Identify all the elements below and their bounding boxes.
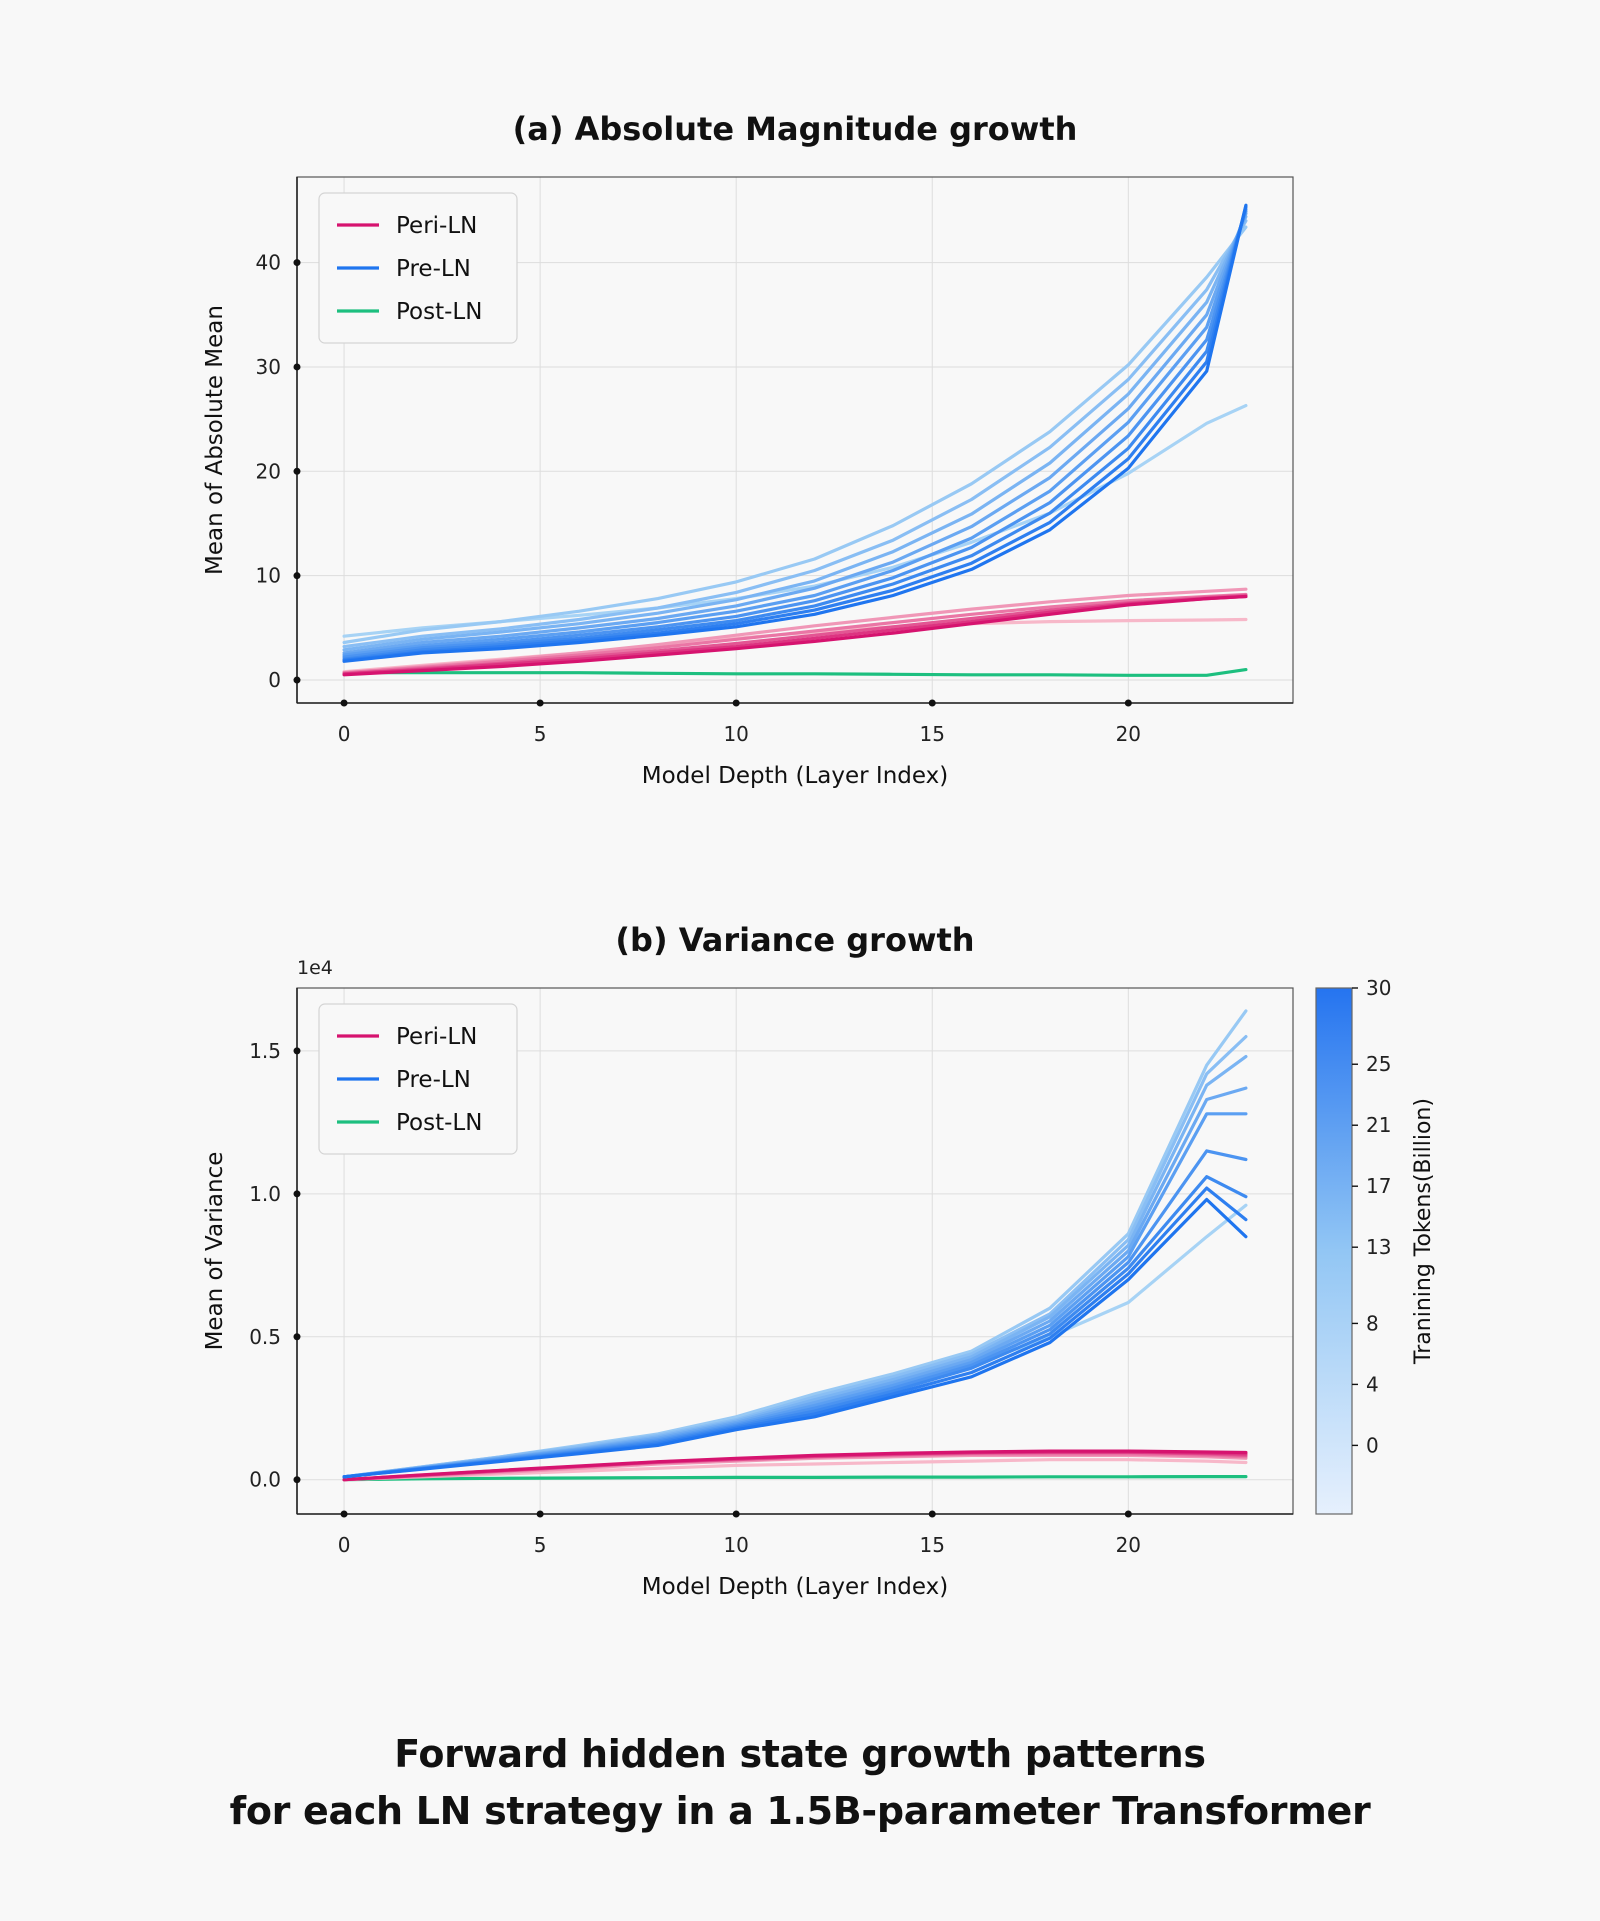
series-line-periln-2 bbox=[342, 592, 1248, 675]
x-tick-mark bbox=[536, 699, 544, 707]
x-tick-label: 0 bbox=[338, 722, 351, 746]
y-tick-mark bbox=[293, 363, 301, 371]
series-line-periln-5 bbox=[342, 594, 1248, 677]
x-axis-label: Model Depth (Layer Index) bbox=[642, 763, 948, 789]
x-tick-label: 15 bbox=[920, 722, 945, 746]
x-tick-mark bbox=[928, 1510, 936, 1518]
y-ticks: 0 10 20 30 40 bbox=[256, 251, 301, 692]
legend: Peri-LN Pre-LN Post-LN bbox=[318, 192, 518, 344]
series-lines bbox=[342, 203, 1248, 677]
legend-label: Peri-LN bbox=[396, 1024, 477, 1050]
legend-box bbox=[318, 1003, 518, 1155]
y-tick-label: 0.5 bbox=[249, 1325, 281, 1349]
colorbar-tick-label: 8 bbox=[1366, 1311, 1379, 1335]
x-axis-label: Model Depth (Layer Index) bbox=[642, 1574, 948, 1600]
y-tick-mark bbox=[293, 1333, 301, 1341]
colorbar: 30 25 21 17 13 8 4 0 Tranining Tokens(Billion) bbox=[1315, 976, 1436, 1515]
series-line-preln-1 bbox=[342, 225, 1248, 645]
x-tick-mark bbox=[1124, 1510, 1132, 1518]
series-line-preln-0 bbox=[342, 1203, 1248, 1479]
y-tick-mark bbox=[293, 1476, 301, 1484]
x-ticks: 0 5 10 15 20 bbox=[338, 1510, 1141, 1557]
y-tick-mark bbox=[293, 676, 301, 684]
series-line-periln-5 bbox=[342, 1449, 1248, 1482]
chart-title: (b) Variance growth bbox=[615, 921, 974, 959]
x-tick-mark bbox=[1124, 699, 1132, 707]
series-lines bbox=[342, 1009, 1248, 1482]
series-line-preln-7 bbox=[342, 1175, 1248, 1479]
y-tick-mark bbox=[293, 1047, 301, 1055]
series-line-preln-9 bbox=[342, 1197, 1248, 1479]
x-tick-label: 15 bbox=[920, 1533, 945, 1557]
x-tick-label: 5 bbox=[534, 722, 547, 746]
y-axis-label: Mean of Variance bbox=[202, 1152, 228, 1351]
legend-box bbox=[318, 192, 518, 344]
colorbar-tick-label: 21 bbox=[1366, 1113, 1391, 1137]
colorbar-tick-label: 13 bbox=[1366, 1235, 1391, 1259]
figure-caption-line-1: Forward hidden state growth patterns bbox=[394, 1732, 1206, 1776]
legend: Peri-LN Pre-LN Post-LN bbox=[318, 1003, 518, 1155]
series-line-preln-9 bbox=[342, 203, 1248, 663]
y-axis-label: Mean of Absolute Mean bbox=[202, 305, 228, 575]
x-tick-label: 5 bbox=[534, 1533, 547, 1557]
series-line-preln-8 bbox=[342, 1186, 1248, 1479]
series-line-postln-0 bbox=[342, 668, 1248, 677]
legend-label: Peri-LN bbox=[396, 213, 477, 239]
y-tick-label: 0.0 bbox=[249, 1468, 281, 1492]
y-tick-mark bbox=[293, 1190, 301, 1198]
series-line-preln-4 bbox=[342, 211, 1248, 655]
series-line-preln-5 bbox=[342, 209, 1248, 657]
series-line-preln-6 bbox=[342, 1149, 1248, 1479]
series-line-preln-8 bbox=[342, 204, 1248, 662]
x-tick-label: 10 bbox=[723, 1533, 748, 1557]
series-line-postln-0 bbox=[342, 1475, 1248, 1482]
legend-label: Post-LN bbox=[396, 299, 482, 325]
chart-panel-a: (a) Absolute Magnitude growth 0 5 10 15 20 0 10… bbox=[202, 110, 1294, 789]
colorbar-tick-label: 17 bbox=[1366, 1174, 1391, 1198]
y-ticks: 0.0 0.5 1.0 1.5 bbox=[249, 1039, 301, 1492]
x-tick-label: 20 bbox=[1116, 1533, 1141, 1557]
x-tick-mark bbox=[732, 1510, 740, 1518]
series-line-preln-3 bbox=[342, 215, 1248, 652]
y-tick-label: 0 bbox=[268, 668, 281, 692]
series-line-preln-2 bbox=[342, 219, 1248, 649]
colorbar-tick-label: 4 bbox=[1366, 1372, 1379, 1396]
colorbar-tick-label: 25 bbox=[1366, 1052, 1391, 1076]
x-tick-label: 0 bbox=[338, 1533, 351, 1557]
colorbar-label: Tranining Tokens(Billion) bbox=[1411, 1098, 1436, 1365]
y-tick-label: 1.5 bbox=[249, 1039, 281, 1063]
y-tick-mark bbox=[293, 572, 301, 580]
series-line-preln-7 bbox=[342, 205, 1248, 661]
series-line-preln-6 bbox=[342, 207, 1248, 659]
x-tick-mark bbox=[732, 699, 740, 707]
y-tick-label: 30 bbox=[256, 355, 281, 379]
x-tick-mark bbox=[340, 1510, 348, 1518]
legend-label: Pre-LN bbox=[396, 1067, 471, 1093]
y-axis-offset-label: 1e4 bbox=[297, 957, 333, 979]
x-tick-label: 10 bbox=[723, 722, 748, 746]
legend-label: Post-LN bbox=[396, 1110, 482, 1136]
y-tick-mark bbox=[293, 467, 301, 475]
y-tick-label: 10 bbox=[256, 564, 281, 588]
colorbar-bar bbox=[1315, 987, 1353, 1515]
legend-label: Pre-LN bbox=[396, 256, 471, 282]
chart-panel-b: (b) Variance growth 0 5 10 15 20 0.0 0.5 1.0 1.5 1… bbox=[202, 921, 1294, 1600]
x-tick-mark bbox=[340, 699, 348, 707]
figure-caption-line-2: for each LN strategy in a 1.5B-parameter… bbox=[229, 1789, 1371, 1833]
y-tick-mark bbox=[293, 259, 301, 267]
colorbar-tick-label: 0 bbox=[1366, 1433, 1379, 1457]
x-tick-label: 20 bbox=[1116, 722, 1141, 746]
y-tick-label: 20 bbox=[256, 459, 281, 483]
x-tick-mark bbox=[928, 699, 936, 707]
y-tick-label: 1.0 bbox=[249, 1182, 281, 1206]
y-tick-label: 40 bbox=[256, 251, 281, 275]
colorbar-tick-label: 30 bbox=[1366, 976, 1391, 1000]
x-ticks: 0 5 10 15 20 bbox=[338, 699, 1141, 746]
x-tick-mark bbox=[536, 1510, 544, 1518]
chart-title: (a) Absolute Magnitude growth bbox=[513, 110, 1078, 148]
